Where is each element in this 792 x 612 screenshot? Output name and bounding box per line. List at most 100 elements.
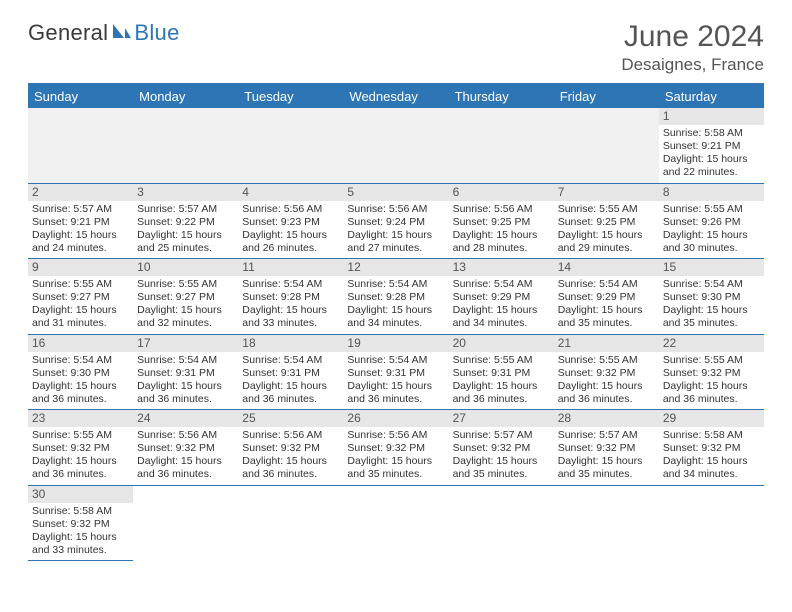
empty-cell	[343, 108, 448, 183]
day-number: 16	[28, 335, 133, 352]
sunset-text: Sunset: 9:31 PM	[453, 367, 550, 380]
empty-cell	[449, 108, 554, 183]
sunset-text: Sunset: 9:22 PM	[137, 216, 234, 229]
day-cell: 29Sunrise: 5:58 AMSunset: 9:32 PMDayligh…	[659, 410, 764, 486]
daylight-text-1: Daylight: 15 hours	[32, 304, 129, 317]
sunrise-text: Sunrise: 5:54 AM	[453, 278, 550, 291]
day-details: Sunrise: 5:57 AMSunset: 9:21 PMDaylight:…	[28, 203, 133, 259]
weekday-header: Wednesday	[343, 84, 448, 108]
day-details: Sunrise: 5:55 AMSunset: 9:32 PMDaylight:…	[554, 354, 659, 410]
weekday-header: Thursday	[449, 84, 554, 108]
day-cell: 7 Sunrise: 5:55 AMSunset: 9:25 PMDaylight…	[554, 183, 659, 259]
sunset-text: Sunset: 9:21 PM	[663, 140, 760, 153]
weekday-header: Saturday	[659, 84, 764, 108]
daylight-text-2: and 36 minutes.	[137, 393, 234, 406]
day-details: Sunrise: 5:55 AMSunset: 9:27 PMDaylight:…	[28, 278, 133, 334]
day-number: 22	[659, 335, 764, 352]
daylight-text-1: Daylight: 15 hours	[347, 304, 444, 317]
day-details: Sunrise: 5:58 AMSunset: 9:32 PMDaylight:…	[28, 505, 133, 561]
daylight-text-1: Daylight: 15 hours	[558, 229, 655, 242]
empty-cell	[238, 108, 343, 183]
day-number: 24	[133, 410, 238, 427]
day-details: Sunrise: 5:54 AMSunset: 9:29 PMDaylight:…	[449, 278, 554, 334]
daylight-text-1: Daylight: 15 hours	[663, 304, 760, 317]
day-details: Sunrise: 5:55 AMSunset: 9:27 PMDaylight:…	[133, 278, 238, 334]
sunrise-text: Sunrise: 5:57 AM	[558, 429, 655, 442]
sunset-text: Sunset: 9:32 PM	[32, 442, 129, 455]
sunrise-text: Sunrise: 5:56 AM	[347, 429, 444, 442]
sunset-text: Sunset: 9:31 PM	[347, 367, 444, 380]
day-details: Sunrise: 5:54 AMSunset: 9:31 PMDaylight:…	[133, 354, 238, 410]
day-number: 7	[554, 184, 659, 201]
day-cell: 13Sunrise: 5:54 AMSunset: 9:29 PMDayligh…	[449, 259, 554, 335]
day-details: Sunrise: 5:57 AMSunset: 9:32 PMDaylight:…	[554, 429, 659, 485]
day-details: Sunrise: 5:54 AMSunset: 9:31 PMDaylight:…	[343, 354, 448, 410]
day-number: 3	[133, 184, 238, 201]
day-cell: 20Sunrise: 5:55 AMSunset: 9:31 PMDayligh…	[449, 334, 554, 410]
daylight-text-2: and 35 minutes.	[558, 317, 655, 330]
day-number: 30	[28, 486, 133, 503]
day-details: Sunrise: 5:56 AMSunset: 9:24 PMDaylight:…	[343, 203, 448, 259]
daylight-text-2: and 34 minutes.	[453, 317, 550, 330]
day-cell: 21 Sunrise: 5:55 AMSunset: 9:32 PMDayligh…	[554, 334, 659, 410]
day-details: Sunrise: 5:56 AMSunset: 9:32 PMDaylight:…	[238, 429, 343, 485]
daylight-text-1: Daylight: 15 hours	[137, 380, 234, 393]
daylight-text-1: Daylight: 15 hours	[663, 153, 760, 166]
daylight-text-2: and 36 minutes.	[32, 468, 129, 481]
day-number: 11	[238, 259, 343, 276]
daylight-text-1: Daylight: 15 hours	[663, 229, 760, 242]
day-cell: 4Sunrise: 5:56 AMSunset: 9:23 PMDaylight…	[238, 183, 343, 259]
header: General Blue June 2024 Desaignes, France	[28, 20, 764, 75]
title-block: June 2024 Desaignes, France	[621, 20, 764, 75]
sunrise-text: Sunrise: 5:55 AM	[558, 354, 655, 367]
daylight-text-1: Daylight: 15 hours	[347, 455, 444, 468]
weekday-header: Monday	[133, 84, 238, 108]
daylight-text-1: Daylight: 15 hours	[32, 229, 129, 242]
daylight-text-2: and 24 minutes.	[32, 242, 129, 255]
daylight-text-2: and 22 minutes.	[663, 166, 760, 179]
sunset-text: Sunset: 9:32 PM	[663, 367, 760, 380]
calendar-row: 9Sunrise: 5:55 AMSunset: 9:27 PMDaylight…	[28, 259, 764, 335]
daylight-text-2: and 35 minutes.	[347, 468, 444, 481]
day-number: 26	[343, 410, 448, 427]
sunrise-text: Sunrise: 5:58 AM	[663, 429, 760, 442]
daylight-text-2: and 36 minutes.	[453, 393, 550, 406]
daylight-text-2: and 32 minutes.	[137, 317, 234, 330]
day-cell: 12Sunrise: 5:54 AMSunset: 9:28 PMDayligh…	[343, 259, 448, 335]
sunset-text: Sunset: 9:29 PM	[558, 291, 655, 304]
day-details: Sunrise: 5:55 AMSunset: 9:25 PMDaylight:…	[554, 203, 659, 259]
daylight-text-2: and 36 minutes.	[663, 393, 760, 406]
sunrise-text: Sunrise: 5:56 AM	[347, 203, 444, 216]
sunrise-text: Sunrise: 5:54 AM	[347, 278, 444, 291]
day-number: 19	[343, 335, 448, 352]
day-cell: 2Sunrise: 5:57 AMSunset: 9:21 PMDaylight…	[28, 183, 133, 259]
sunrise-text: Sunrise: 5:54 AM	[242, 278, 339, 291]
day-cell: 27Sunrise: 5:57 AMSunset: 9:32 PMDayligh…	[449, 410, 554, 486]
sunset-text: Sunset: 9:23 PM	[242, 216, 339, 229]
day-details: Sunrise: 5:54 AMSunset: 9:30 PMDaylight:…	[659, 278, 764, 334]
daylight-text-1: Daylight: 15 hours	[137, 455, 234, 468]
sunrise-text: Sunrise: 5:55 AM	[32, 429, 129, 442]
sunrise-text: Sunrise: 5:54 AM	[558, 278, 655, 291]
sunset-text: Sunset: 9:26 PM	[663, 216, 760, 229]
day-cell: 10Sunrise: 5:55 AMSunset: 9:27 PMDayligh…	[133, 259, 238, 335]
calendar-table: Sunday Monday Tuesday Wednesday Thursday…	[28, 83, 764, 561]
sunset-text: Sunset: 9:25 PM	[453, 216, 550, 229]
day-cell: 18Sunrise: 5:54 AMSunset: 9:31 PMDayligh…	[238, 334, 343, 410]
weekday-header: Friday	[554, 84, 659, 108]
daylight-text-1: Daylight: 15 hours	[32, 380, 129, 393]
day-number: 1	[659, 108, 764, 125]
daylight-text-2: and 29 minutes.	[558, 242, 655, 255]
daylight-text-1: Daylight: 15 hours	[242, 229, 339, 242]
day-details: Sunrise: 5:56 AMSunset: 9:25 PMDaylight:…	[449, 203, 554, 259]
sunrise-text: Sunrise: 5:55 AM	[558, 203, 655, 216]
day-details: Sunrise: 5:55 AMSunset: 9:26 PMDaylight:…	[659, 203, 764, 259]
day-details: Sunrise: 5:58 AMSunset: 9:21 PMDaylight:…	[659, 127, 764, 183]
sunrise-text: Sunrise: 5:55 AM	[663, 203, 760, 216]
daylight-text-1: Daylight: 15 hours	[347, 229, 444, 242]
sunrise-text: Sunrise: 5:54 AM	[242, 354, 339, 367]
empty-cell	[554, 108, 659, 183]
empty-cell	[659, 485, 764, 561]
calendar-row: 2Sunrise: 5:57 AMSunset: 9:21 PMDaylight…	[28, 183, 764, 259]
day-number: 21	[554, 335, 659, 352]
